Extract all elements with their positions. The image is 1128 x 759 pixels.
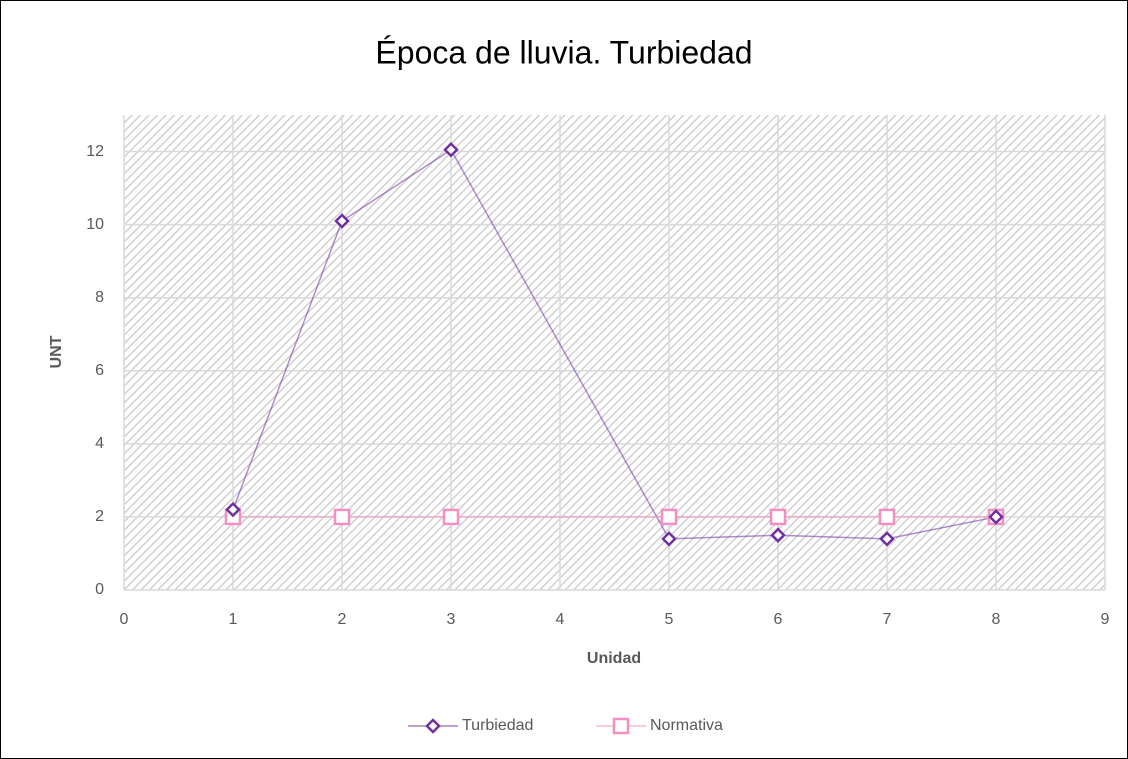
- x-tick-label: 6: [774, 611, 783, 628]
- legend-label: Turbiedad: [462, 717, 533, 734]
- marker: [660, 508, 678, 526]
- x-tick-label: 5: [665, 611, 674, 628]
- marker: [333, 508, 351, 526]
- legend-label: Normativa: [650, 717, 723, 734]
- marker: [334, 213, 350, 229]
- marker: [770, 527, 786, 543]
- x-tick-label: 8: [992, 611, 1001, 628]
- y-tick-label: 8: [95, 289, 104, 306]
- x-tick-label: 1: [229, 611, 238, 628]
- x-tick-label: 3: [447, 611, 456, 628]
- x-tick-label: 7: [883, 611, 892, 628]
- y-tick-label: 2: [95, 508, 104, 525]
- x-tick-label: 9: [1101, 611, 1110, 628]
- marker: [988, 509, 1004, 525]
- chart-title: Época de lluvia. Turbiedad: [375, 34, 752, 70]
- legend-marker: [612, 717, 630, 735]
- marker: [879, 531, 895, 547]
- marker: [443, 141, 459, 158]
- y-tick-label: 10: [86, 216, 104, 233]
- marker: [661, 531, 677, 547]
- y-tick-label: 12: [86, 143, 104, 160]
- y-tick-label: 6: [95, 362, 104, 379]
- marker: [769, 508, 787, 526]
- y-axis-label: UNT: [48, 335, 65, 368]
- y-tick-label: 0: [95, 581, 104, 598]
- marker: [878, 508, 896, 526]
- marker: [225, 501, 241, 518]
- marker: [442, 508, 460, 526]
- x-tick-label: 0: [120, 611, 129, 628]
- x-tick-label: 2: [338, 611, 347, 628]
- y-tick-label: 4: [95, 435, 104, 452]
- legend-marker: [425, 718, 441, 734]
- x-axis-label: Unidad: [587, 650, 641, 667]
- plot-area: [124, 115, 1105, 590]
- x-tick-label: 4: [556, 611, 565, 628]
